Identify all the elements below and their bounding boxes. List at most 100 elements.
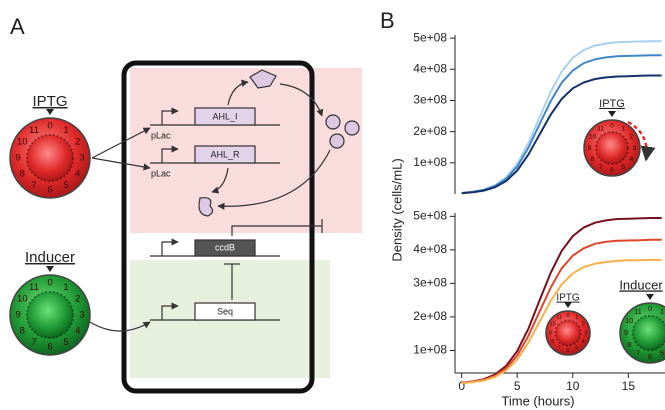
gene-label: AHL_I — [212, 111, 237, 121]
annotation: IPTG — [599, 98, 625, 110]
dial-number: 0 — [610, 122, 614, 129]
dial-label: IPTG — [32, 93, 67, 110]
x-tick-label: 15 — [622, 379, 636, 393]
promoter-label: pLac — [151, 168, 171, 178]
gene-label: AHL_R — [210, 149, 240, 159]
dial-knob — [25, 290, 75, 340]
dial-pointer — [46, 266, 54, 272]
dial-number: 7 — [31, 337, 36, 348]
dial-number: 11 — [634, 307, 641, 316]
dial-number: 8 — [627, 340, 631, 349]
dial-number: 0 — [47, 278, 52, 289]
y-tick-label: 5e+08 — [413, 30, 447, 44]
dial-number: 6 — [648, 352, 652, 361]
x-tick-label: 0 — [458, 379, 465, 393]
dial-number: 8 — [20, 326, 25, 337]
dial-number: 7 — [31, 180, 36, 191]
dial-number: 5 — [63, 180, 68, 191]
y-tick-label: 4e+08 — [413, 61, 447, 75]
dial-number: 3 — [584, 330, 587, 336]
dial-number: 1 — [63, 125, 68, 136]
dial-number: 9 — [15, 153, 20, 164]
dial-number: 7 — [558, 346, 561, 352]
dial-number: 2 — [630, 134, 634, 141]
dial-number: 3 — [79, 310, 84, 321]
annotation: Inducer — [619, 277, 663, 292]
dial-number: 1 — [621, 125, 625, 132]
dial-number: 11 — [29, 125, 39, 136]
gene-label: ccdB — [215, 242, 235, 252]
series-line — [461, 74, 662, 195]
dial-number: 6 — [610, 167, 614, 174]
series-line — [461, 40, 662, 194]
dial-number: 2 — [75, 294, 80, 305]
gene-label: Seq — [217, 306, 233, 316]
dial-number: 10 — [550, 322, 556, 328]
dial-number: 10 — [589, 134, 597, 141]
circuit — [89, 69, 360, 332]
dial-number: 4 — [75, 169, 81, 180]
y-tick-label: 2e+08 — [413, 124, 447, 138]
dial-number: 10 — [17, 294, 28, 305]
dial-pointer — [564, 302, 572, 308]
dial-number: 8 — [591, 156, 595, 163]
dial-number: 3 — [79, 153, 84, 164]
dial-number: 9 — [15, 310, 20, 321]
x-tick-label: 5 — [514, 379, 521, 393]
dial-number: 2 — [582, 322, 585, 328]
dial-number: 4 — [630, 156, 634, 163]
annotation: IPTG — [556, 293, 580, 304]
x-tick-label: 10 — [566, 379, 580, 393]
y-tick-label: 2e+08 — [413, 309, 447, 323]
dial-knob — [554, 319, 582, 347]
dial-number: 7 — [599, 164, 603, 171]
dial-pointer — [46, 109, 54, 115]
series-line — [461, 217, 662, 384]
dial-number: 1 — [63, 282, 68, 293]
y-tick-label: 4e+08 — [413, 242, 447, 256]
y-tick-label: 3e+08 — [413, 276, 447, 290]
dial-number: 5 — [660, 349, 664, 358]
dial-label: Inducer — [25, 249, 75, 266]
dial-knob — [25, 133, 75, 183]
dial-number: 10 — [625, 316, 633, 325]
dial-number: 3 — [633, 145, 637, 152]
dial-pointer — [608, 111, 616, 117]
dial-knob — [594, 130, 630, 166]
dial-number: 11 — [29, 282, 39, 293]
dial-number: 4 — [582, 339, 585, 345]
dial-number: 7 — [636, 349, 640, 358]
dial-number: 6 — [47, 342, 52, 353]
dial-pointer — [646, 294, 654, 300]
dial-number: 9 — [624, 328, 628, 337]
series-line — [461, 258, 662, 385]
y-tick-label: 1e+08 — [413, 343, 447, 357]
dial-number: 5 — [63, 337, 68, 348]
dial-number: 5 — [575, 346, 578, 352]
dial-number: 5 — [621, 164, 625, 171]
y-axis-label: Density (cells/mL) — [389, 158, 404, 261]
dial-number: 11 — [556, 315, 562, 321]
dial-number: 0 — [47, 121, 52, 132]
dial-knob — [631, 314, 665, 352]
dial-number: 0 — [567, 313, 570, 319]
dial-number: 8 — [551, 339, 554, 345]
dial-number: 6 — [47, 185, 52, 196]
dial-number: 1 — [660, 307, 664, 316]
dial-number: 9 — [588, 145, 592, 152]
cell-box — [121, 60, 315, 394]
setting-arrow — [627, 120, 656, 162]
promoter-label: pLac — [151, 130, 171, 140]
dial-number: 6 — [567, 348, 570, 354]
x-axis-label: Time (hours) — [501, 393, 574, 408]
dial-number: 4 — [75, 326, 81, 337]
y-tick-label: 5e+08 — [413, 209, 447, 223]
panel-letter: B — [380, 8, 395, 33]
dial-number: 9 — [549, 330, 552, 336]
y-tick-label: 1e+08 — [413, 155, 447, 169]
dial-number: 11 — [597, 125, 604, 132]
dial-number: 1 — [575, 315, 578, 321]
dial-number: 8 — [20, 169, 25, 180]
dial-number: 2 — [75, 137, 80, 148]
